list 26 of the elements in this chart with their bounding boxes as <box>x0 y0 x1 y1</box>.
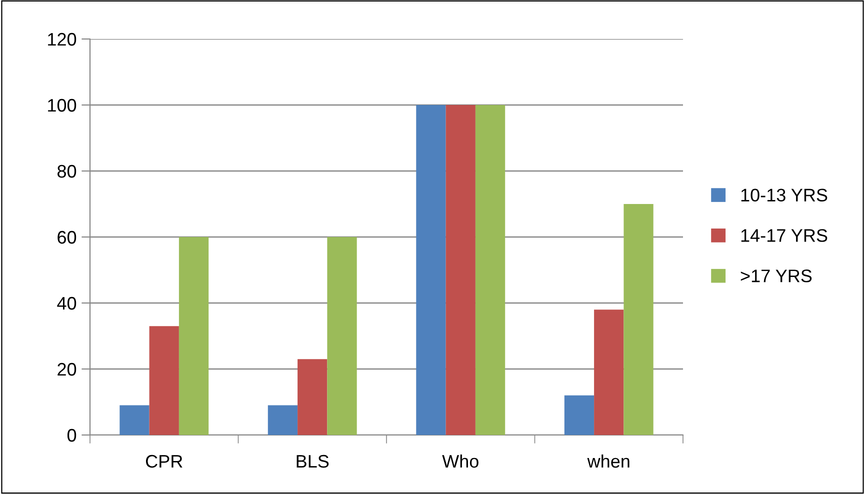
y-tick-label: 20 <box>58 362 76 376</box>
y-tick-label: 0 <box>67 428 76 442</box>
y-tick-label: 60 <box>58 230 76 244</box>
x-tick-label: Who <box>442 454 478 468</box>
y-tick-label: 80 <box>58 164 76 178</box>
bar <box>268 405 298 435</box>
legend-label: >17 YRS <box>740 270 812 282</box>
y-tick-label: 40 <box>57 296 76 310</box>
y-tick-label: 120 <box>48 32 76 46</box>
legend-label: 14-17 YRS <box>741 229 828 242</box>
y-tick-label: 100 <box>48 98 76 112</box>
bar <box>120 405 150 435</box>
x-tick-label: BLS <box>296 454 329 468</box>
bar <box>327 237 357 435</box>
bar <box>564 395 594 435</box>
bar <box>178 237 209 435</box>
x-tick-label: when <box>587 454 630 468</box>
bar <box>475 105 506 435</box>
bar <box>149 326 179 435</box>
bar <box>416 105 446 435</box>
bar <box>446 105 476 435</box>
x-tick-label: CPR <box>146 454 182 468</box>
bar <box>594 310 624 435</box>
bar <box>298 359 328 435</box>
legend-label: 10-13 YRS <box>741 188 828 202</box>
bar <box>624 204 654 435</box>
